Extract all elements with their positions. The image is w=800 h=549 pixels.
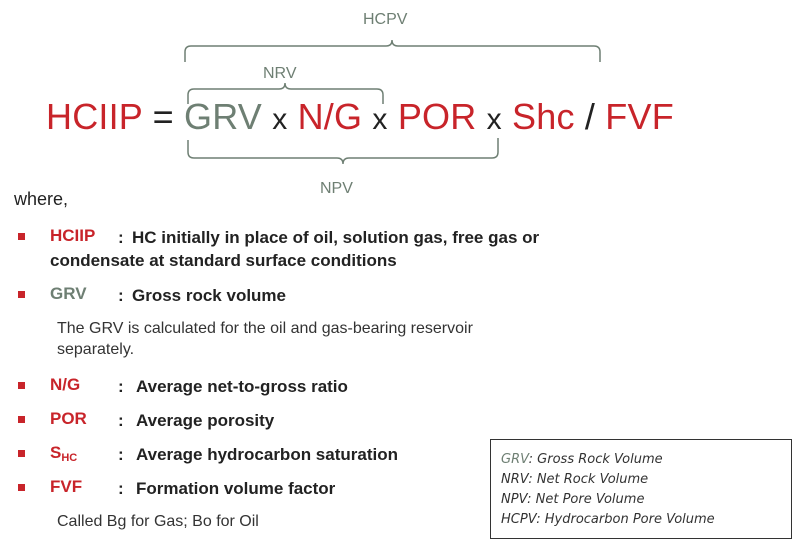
legend-hcpv: HCPV: Hydrocarbon Pore Volume: [501, 512, 715, 527]
nrv-label: NRV: [263, 65, 297, 82]
desc-hciip-line2: condensate at standard surface condition…: [50, 251, 397, 270]
legend-nrv-abbr: NRV: [501, 472, 529, 487]
legend-hcpv-abbr: HCPV: [501, 512, 537, 527]
term-hciip: HCIIP: [50, 226, 96, 245]
term-por: POR: [50, 409, 87, 428]
desc-hciip-line1: HC initially in place of oil, solution g…: [132, 228, 540, 247]
npv-label: NPV: [320, 180, 353, 197]
eq-times-2: x: [372, 103, 388, 136]
bullet-marker: [18, 450, 25, 457]
eq-grv: GRV: [184, 96, 262, 137]
desc-ng: Average net-to-gross ratio: [136, 377, 348, 396]
term-ng: N/G: [50, 375, 81, 394]
bullet-marker: [18, 484, 25, 491]
desc-shc: Average hydrocarbon saturation: [136, 445, 398, 464]
bullet-marker: [18, 416, 25, 423]
legend-npv-abbr: NPV: [501, 492, 528, 507]
eq-times-1: x: [272, 103, 288, 136]
sep-por: :: [118, 411, 124, 430]
term-shc-sub: HC: [61, 452, 78, 464]
legend-nrv: NRV: Net Rock Volume: [501, 472, 648, 487]
legend-grv: GRV: Gross Rock Volume: [501, 452, 663, 467]
note-grv-line1: The GRV is calculated for the oil and ga…: [57, 320, 473, 337]
sep-ng: :: [118, 377, 124, 396]
hcpv-label: HCPV: [363, 11, 408, 28]
eq-hciip: HCIIP: [46, 96, 143, 137]
bullet-marker: [18, 291, 25, 298]
note-fvf: Called Bg for Gas; Bo for Oil: [57, 513, 259, 530]
term-fvf: FVF: [50, 477, 83, 496]
term-shc: SHC: [50, 443, 77, 464]
hcpv-brace: [184, 39, 601, 62]
eq-times-3: x: [486, 103, 502, 136]
legend-nrv-text: : Net Rock Volume: [528, 472, 649, 487]
eq-shc: Shc: [512, 96, 575, 137]
eq-ng: N/G: [297, 96, 363, 137]
eq-equals: =: [152, 96, 174, 137]
term-shc-main: S: [50, 443, 62, 462]
sep-shc: :: [118, 445, 124, 464]
legend-npv: NPV: Net Pore Volume: [501, 492, 644, 507]
eq-fvf: FVF: [605, 96, 674, 137]
legend-grv-text: : Gross Rock Volume: [528, 452, 663, 467]
legend-npv-text: : Net Pore Volume: [527, 492, 645, 507]
note-grv-line2: separately.: [57, 341, 135, 358]
npv-brace: [187, 138, 499, 165]
bullet-marker: [18, 382, 25, 389]
desc-por: Average porosity: [136, 411, 275, 430]
desc-grv: Gross rock volume: [132, 286, 287, 305]
sep-hciip: :: [118, 228, 124, 247]
eq-por: POR: [397, 96, 477, 137]
term-grv: GRV: [50, 284, 87, 303]
hciip-equation: HCIIP = GRV x N/G x POR x Shc / FVF: [46, 99, 674, 135]
legend-grv-abbr: GRV: [501, 452, 529, 467]
legend-hcpv-text: : Hydrocarbon Pore Volume: [536, 512, 715, 527]
sep-fvf: :: [118, 479, 124, 498]
braces-diagram: [184, 39, 601, 165]
sep-grv: :: [118, 286, 124, 305]
where-label: where,: [14, 189, 69, 209]
bullet-marker: [18, 233, 25, 240]
abbreviation-legend: GRV: Gross Rock Volume NRV: Net Rock Vol…: [490, 439, 792, 539]
nrv-brace: [187, 82, 384, 104]
desc-fvf: Formation volume factor: [136, 479, 336, 498]
eq-divide: /: [584, 96, 596, 137]
